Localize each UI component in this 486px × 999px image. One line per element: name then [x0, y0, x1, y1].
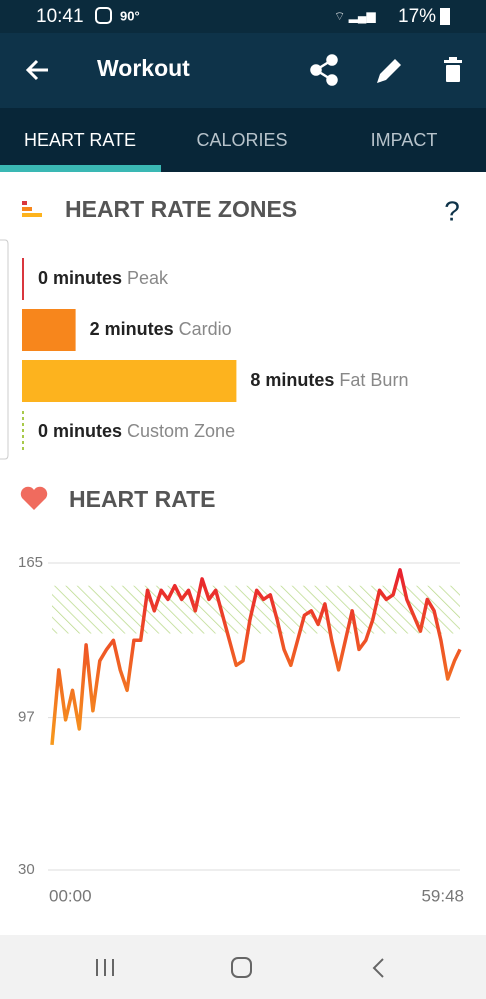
battery-icon	[440, 8, 450, 25]
instagram-icon	[95, 7, 112, 24]
zone-label: 2 minutes Cardio	[90, 319, 232, 339]
network-icons: ⌔ ▂▄▆	[334, 9, 376, 24]
zone-label: 8 minutes Fat Burn	[250, 370, 408, 390]
status-time: 10:41	[36, 6, 84, 27]
section-title: HEART RATE ZONES	[65, 196, 297, 222]
zone-minutes: 0 minutes	[38, 268, 122, 288]
status-battery: 17%	[398, 6, 436, 27]
zone-name: Custom Zone	[127, 421, 235, 441]
zone-name: Cardio	[179, 319, 232, 339]
help-button[interactable]: ?	[444, 195, 460, 226]
zone-bar	[22, 309, 76, 351]
home-button[interactable]	[231, 957, 252, 978]
zone-label: 0 minutes Custom Zone	[38, 421, 235, 441]
header-title: Workout	[97, 55, 190, 81]
nav-bar	[0, 935, 486, 999]
y-tick-label: 97	[18, 709, 35, 726]
tab-bar	[0, 108, 486, 172]
back-button[interactable]	[25, 59, 48, 81]
app-bar	[0, 33, 486, 108]
y-tick-label: 165	[18, 554, 43, 571]
heart-icon	[20, 486, 48, 510]
zone-label: 0 minutes Peak	[38, 268, 169, 288]
zone-minutes: 8 minutes	[250, 370, 334, 390]
heart-rate-chart: 30 97 165 00:00 59:48	[18, 554, 464, 906]
tab-active[interactable]: HEART RATE	[24, 130, 136, 150]
zones-icon	[22, 201, 42, 217]
zone-name: Peak	[127, 268, 169, 288]
share-button[interactable]	[310, 54, 338, 86]
nav-back-button[interactable]	[372, 958, 384, 978]
panel-edge	[0, 239, 9, 460]
x-tick-label: 00:00	[49, 886, 92, 905]
zone-minutes: 2 minutes	[90, 319, 174, 339]
tab-indicator	[0, 165, 161, 172]
heart-rate-line	[50, 568, 462, 746]
status-temperature: 90°	[120, 8, 140, 23]
edit-button[interactable]	[377, 59, 401, 83]
y-tick-label: 30	[18, 861, 35, 878]
x-tick-label: 59:48	[421, 886, 464, 905]
section-title: HEART RATE	[69, 486, 216, 512]
tab[interactable]: IMPACT	[371, 130, 438, 150]
zone-name: Fat Burn	[339, 370, 408, 390]
recents-button[interactable]	[96, 959, 114, 976]
delete-button[interactable]	[444, 57, 462, 82]
status-bar	[0, 0, 486, 33]
zone-bar	[22, 360, 237, 402]
tab[interactable]: CALORIES	[196, 130, 287, 150]
zone-minutes: 0 minutes	[38, 421, 122, 441]
